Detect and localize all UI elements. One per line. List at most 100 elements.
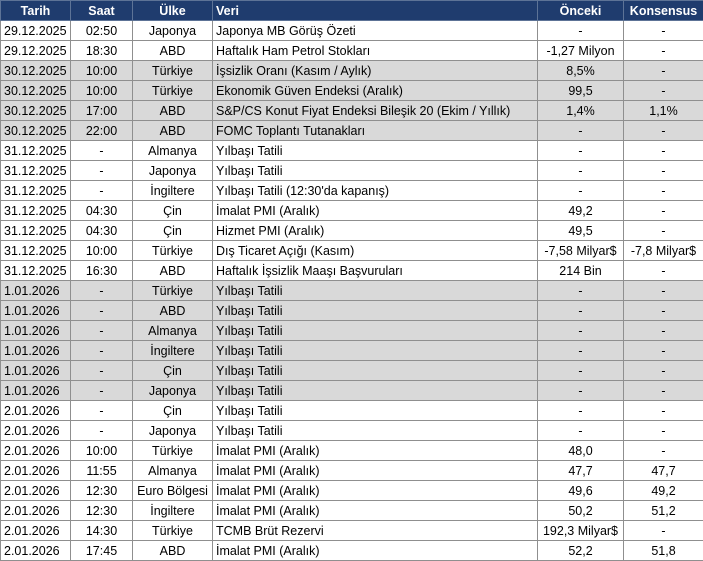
cell-tarih: 29.12.2025 [0, 40, 71, 61]
table-row: 1.01.2026- Çin Yılbaşı Tatili - - [0, 360, 703, 381]
header-veri: Veri [212, 0, 538, 21]
cell-konsensus: - [623, 120, 703, 141]
cell-ulke: Japonya [132, 420, 213, 441]
cell-ulke: Almanya [132, 460, 213, 481]
header-ulke: Ülke [132, 0, 213, 21]
cell-tarih: 31.12.2025 [0, 240, 71, 261]
cell-tarih: 30.12.2025 [0, 60, 71, 81]
cell-veri: Dış Ticaret Açığı (Kasım) [212, 240, 538, 261]
cell-konsensus: - [623, 160, 703, 181]
cell-konsensus: - [623, 180, 703, 201]
cell-saat: - [70, 360, 133, 381]
cell-saat: 10:00 [70, 440, 133, 461]
cell-ulke: Türkiye [132, 440, 213, 461]
table-row: 31.12.2025- İngiltere Yılbaşı Tatili (12:3… [0, 180, 703, 201]
cell-onceki: - [537, 120, 624, 141]
header-onceki: Önceki [537, 0, 624, 21]
cell-veri: İmalat PMI (Aralık) [212, 460, 538, 481]
table-row: 2.01.2026- Çin Yılbaşı Tatili - - [0, 400, 703, 421]
table-row: 29.12.2025 18:30 ABD Haftalık Ham Petrol St… [0, 40, 703, 61]
table-row: 1.01.2026- Türkiye Yılbaşı Tatili - - [0, 280, 703, 301]
cell-konsensus: 47,7 [623, 460, 703, 481]
cell-tarih: 29.12.2025 [0, 20, 71, 41]
cell-ulke: Çin [132, 360, 213, 381]
cell-onceki: 49,6 [537, 480, 624, 501]
cell-ulke: İngiltere [132, 500, 213, 521]
cell-veri: Yılbaşı Tatili [212, 140, 538, 161]
table-row: 2.01.2026- Japonya Yılbaşı Tatili - - [0, 420, 703, 441]
cell-veri: FOMC Toplantı Tutanakları [212, 120, 538, 141]
cell-tarih: 1.01.2026 [0, 300, 71, 321]
cell-veri: Yılbaşı Tatili [212, 300, 538, 321]
cell-onceki: - [537, 400, 624, 421]
table-row: 30.12.2025 17:00 ABD S&P/CS Konut Fiyat End… [0, 100, 703, 121]
cell-veri: TCMB Brüt Rezervi [212, 520, 538, 541]
table-row: 2.01.2026 12:30 Euro Bölgesi İmalat PMI (Ar… [0, 480, 703, 501]
cell-saat: - [70, 280, 133, 301]
cell-konsensus: - [623, 420, 703, 441]
cell-veri: Yılbaşı Tatili [212, 380, 538, 401]
cell-saat: 17:45 [70, 540, 133, 561]
cell-tarih: 31.12.2025 [0, 140, 71, 161]
table-row: 31.12.2025- Almanya Yılbaşı Tatili - - [0, 140, 703, 161]
cell-konsensus: - [623, 20, 703, 41]
cell-ulke: ABD [132, 120, 213, 141]
cell-ulke: Türkiye [132, 60, 213, 81]
cell-tarih: 31.12.2025 [0, 220, 71, 241]
cell-veri: Haftalık Ham Petrol Stokları [212, 40, 538, 61]
cell-tarih: 2.01.2026 [0, 500, 71, 521]
cell-ulke: ABD [132, 540, 213, 561]
cell-saat: 12:30 [70, 500, 133, 521]
cell-ulke: ABD [132, 300, 213, 321]
cell-veri: İmalat PMI (Aralık) [212, 540, 538, 561]
cell-saat: 14:30 [70, 520, 133, 541]
cell-tarih: 30.12.2025 [0, 80, 71, 101]
table-row: 1.01.2026- Japonya Yılbaşı Tatili - - [0, 380, 703, 401]
cell-tarih: 1.01.2026 [0, 280, 71, 301]
cell-saat: - [70, 380, 133, 401]
cell-veri: Yılbaşı Tatili (12:30'da kapanış) [212, 180, 538, 201]
cell-saat: - [70, 160, 133, 181]
cell-onceki: 50,2 [537, 500, 624, 521]
cell-tarih: 2.01.2026 [0, 400, 71, 421]
cell-veri: İşsizlik Oranı (Kasım / Aylık) [212, 60, 538, 81]
cell-ulke: Türkiye [132, 80, 213, 101]
cell-onceki: 1,4% [537, 100, 624, 121]
cell-ulke: Türkiye [132, 280, 213, 301]
cell-saat: 10:00 [70, 80, 133, 101]
table-row: 2.01.2026 14:30 Türkiye TCMB Brüt Rezervi 19… [0, 520, 703, 541]
cell-konsensus: - [623, 320, 703, 341]
cell-saat: - [70, 180, 133, 201]
cell-konsensus: - [623, 360, 703, 381]
cell-onceki: - [537, 280, 624, 301]
cell-konsensus: - [623, 520, 703, 541]
cell-saat: 16:30 [70, 260, 133, 281]
cell-onceki: 214 Bin [537, 260, 624, 281]
cell-ulke: Türkiye [132, 240, 213, 261]
cell-onceki: 49,2 [537, 200, 624, 221]
cell-veri: Japonya MB Görüş Özeti [212, 20, 538, 41]
cell-saat: 17:00 [70, 100, 133, 121]
cell-onceki: - [537, 160, 624, 181]
cell-saat: 12:30 [70, 480, 133, 501]
header-saat: Saat [70, 0, 133, 21]
cell-onceki: 192,3 Milyar$ [537, 520, 624, 541]
cell-ulke: Euro Bölgesi [132, 480, 213, 501]
cell-konsensus: - [623, 200, 703, 221]
cell-konsensus: - [623, 260, 703, 281]
cell-tarih: 2.01.2026 [0, 480, 71, 501]
cell-saat: - [70, 320, 133, 341]
table-row: 30.12.2025 22:00 ABD FOMC Toplantı Tutanakl… [0, 120, 703, 141]
cell-konsensus: 51,8 [623, 540, 703, 561]
cell-konsensus: - [623, 300, 703, 321]
cell-konsensus: - [623, 380, 703, 401]
cell-saat: 04:30 [70, 200, 133, 221]
table-header: Tarih Saat Ülke Veri Önceki Konsensus [0, 0, 703, 21]
cell-onceki: - [537, 380, 624, 401]
cell-tarih: 1.01.2026 [0, 360, 71, 381]
cell-veri: Yılbaşı Tatili [212, 400, 538, 421]
cell-ulke: İngiltere [132, 180, 213, 201]
cell-saat: - [70, 140, 133, 161]
cell-konsensus: 51,2 [623, 500, 703, 521]
